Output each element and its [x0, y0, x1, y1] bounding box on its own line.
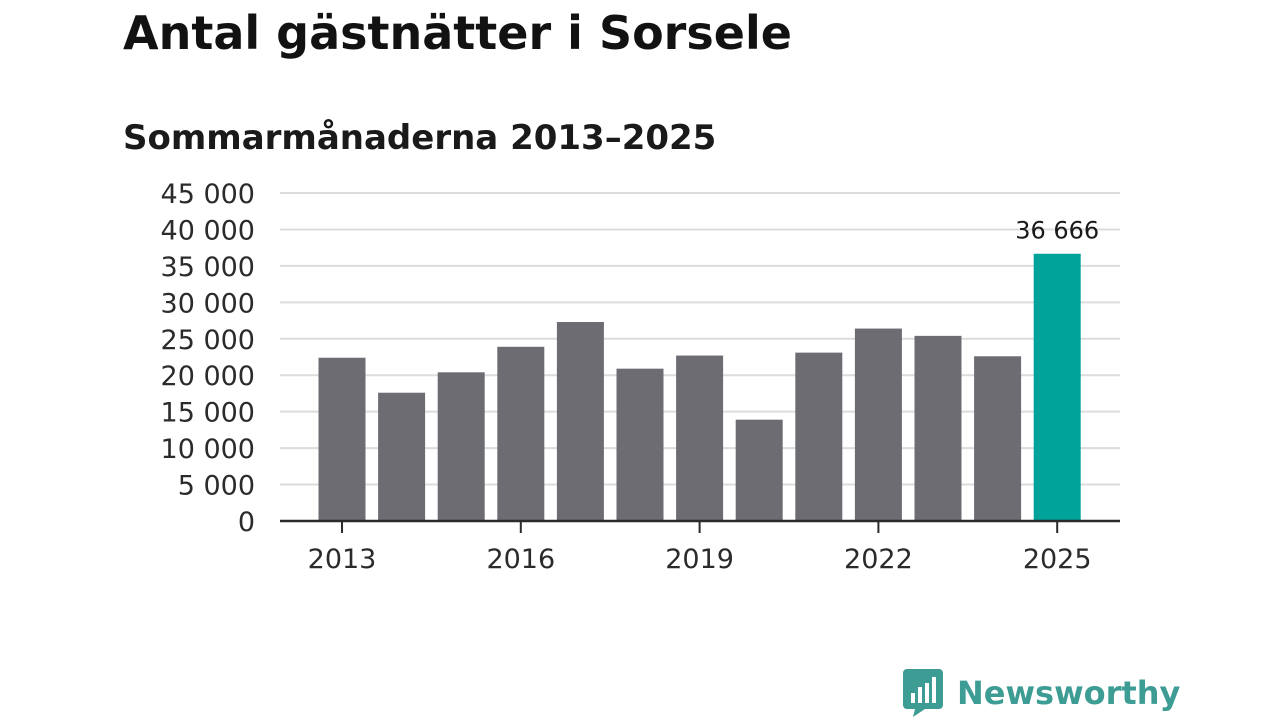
x-tick-label: 2013	[308, 544, 377, 575]
y-tick-label: 10 000	[161, 434, 255, 465]
bar-2019	[676, 355, 724, 521]
bar-2023	[914, 335, 962, 521]
x-tick-label: 2025	[1023, 544, 1092, 575]
x-axis-ticks: 2013 2016 2019 2022 2025	[308, 521, 1092, 575]
x-tick-label: 2022	[844, 544, 913, 575]
y-tick-label: 35 000	[161, 252, 255, 283]
y-tick-label: 5 000	[178, 471, 255, 502]
bar-2013	[318, 357, 366, 521]
y-tick-label: 25 000	[161, 325, 255, 356]
x-tick-label: 2019	[665, 544, 734, 575]
y-tick-label: 20 000	[161, 361, 255, 392]
y-axis-ticks: 0 5 000 10 000 15 000 20 000 25 000 30 000 35 0…	[161, 179, 255, 538]
bar-2022	[854, 328, 902, 521]
x-tick-label: 2016	[486, 544, 555, 575]
bar-2015	[437, 372, 485, 521]
newsworthy-brand: Newsworthy	[903, 668, 1180, 718]
y-tick-label: 40 000	[161, 215, 255, 246]
y-tick-label: 30 000	[161, 288, 255, 319]
y-tick-label: 15 000	[161, 398, 255, 429]
bar-2017	[556, 322, 604, 521]
bars	[318, 253, 1081, 521]
y-tick-label: 0	[238, 507, 255, 538]
bar-2020	[735, 419, 783, 521]
newsworthy-logo-icon	[903, 669, 943, 717]
value-labels: 36 666	[1015, 217, 1099, 245]
brand-name: Newsworthy	[957, 674, 1181, 712]
bar-2021	[795, 352, 843, 521]
chart-subtitle: Sommarmånaderna 2013–2025	[123, 118, 717, 158]
bar-2024	[974, 356, 1022, 521]
bar-2016	[497, 346, 545, 521]
bar-2018	[616, 368, 664, 521]
bar-2014	[378, 392, 426, 521]
highlight-value-label: 36 666	[1015, 217, 1099, 245]
bar-2025	[1033, 253, 1081, 521]
y-tick-label: 45 000	[161, 179, 255, 210]
chart-title: Antal gästnätter i Sorsele	[123, 6, 792, 60]
